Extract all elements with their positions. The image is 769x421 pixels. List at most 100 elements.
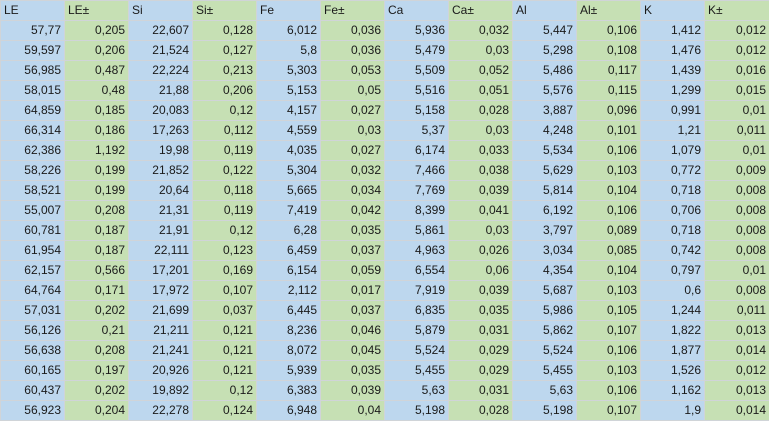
data-cell[interactable]: 1,439	[640, 60, 705, 81]
data-cell[interactable]: 8,072	[256, 340, 321, 361]
data-cell[interactable]: 21,31	[128, 200, 193, 221]
data-cell[interactable]: 0,008	[704, 220, 769, 241]
data-cell[interactable]: 5,986	[512, 300, 577, 321]
data-cell[interactable]: 56,985	[0, 60, 65, 81]
data-cell[interactable]: 0,107	[576, 320, 641, 341]
data-cell[interactable]: 17,201	[128, 260, 193, 281]
data-cell[interactable]: 5,665	[256, 180, 321, 201]
data-cell[interactable]: 17,972	[128, 280, 193, 301]
data-cell[interactable]: 0,036	[320, 20, 385, 41]
data-cell[interactable]: 6,174	[384, 140, 449, 161]
data-cell[interactable]: 0,032	[320, 160, 385, 181]
data-cell[interactable]: 0,045	[320, 340, 385, 361]
data-cell[interactable]: 0,029	[448, 340, 513, 361]
data-cell[interactable]: 0,718	[640, 220, 705, 241]
data-cell[interactable]: 21,91	[128, 220, 193, 241]
column-header-cell[interactable]: Al±	[576, 0, 641, 21]
data-cell[interactable]: 0,008	[704, 200, 769, 221]
data-cell[interactable]: 5,447	[512, 20, 577, 41]
data-cell[interactable]: 0,107	[192, 280, 257, 301]
data-cell[interactable]: 21,699	[128, 300, 193, 321]
data-cell[interactable]: 1,412	[640, 20, 705, 41]
data-cell[interactable]: 0,039	[448, 280, 513, 301]
data-cell[interactable]: 0,206	[64, 40, 129, 61]
data-cell[interactable]: 5,687	[512, 280, 577, 301]
data-cell[interactable]: 3,797	[512, 220, 577, 241]
data-cell[interactable]: 0,017	[320, 280, 385, 301]
data-cell[interactable]: 62,157	[0, 260, 65, 281]
data-cell[interactable]: 0,121	[192, 340, 257, 361]
data-cell[interactable]: 0,008	[704, 280, 769, 301]
data-cell[interactable]: 0,031	[448, 320, 513, 341]
column-header-cell[interactable]: Ca±	[448, 0, 513, 21]
data-cell[interactable]: 0,121	[192, 320, 257, 341]
data-cell[interactable]: 0,187	[64, 220, 129, 241]
data-cell[interactable]: 20,083	[128, 100, 193, 121]
column-header-cell[interactable]: K±	[704, 0, 769, 21]
data-cell[interactable]: 60,437	[0, 380, 65, 401]
data-cell[interactable]: 0,127	[192, 40, 257, 61]
data-cell[interactable]: 0,096	[576, 100, 641, 121]
data-cell[interactable]: 0,12	[192, 220, 257, 241]
data-cell[interactable]: 5,303	[256, 60, 321, 81]
data-cell[interactable]: 0,085	[576, 240, 641, 261]
data-cell[interactable]: 0,05	[320, 80, 385, 101]
data-cell[interactable]: 3,887	[512, 100, 577, 121]
data-cell[interactable]: 5,814	[512, 180, 577, 201]
data-cell[interactable]: 22,607	[128, 20, 193, 41]
data-cell[interactable]: 0,009	[704, 160, 769, 181]
data-cell[interactable]: 58,226	[0, 160, 65, 181]
data-cell[interactable]: 60,165	[0, 360, 65, 381]
data-cell[interactable]: 0,027	[320, 100, 385, 121]
data-cell[interactable]: 0,035	[448, 300, 513, 321]
data-cell[interactable]: 0,035	[320, 220, 385, 241]
data-cell[interactable]: 0,797	[640, 260, 705, 281]
data-cell[interactable]: 2,112	[256, 280, 321, 301]
data-cell[interactable]: 62,386	[0, 140, 65, 161]
data-cell[interactable]: 0,014	[704, 340, 769, 361]
data-cell[interactable]: 60,781	[0, 220, 65, 241]
data-cell[interactable]: 20,926	[128, 360, 193, 381]
data-cell[interactable]: 0,039	[448, 180, 513, 201]
data-cell[interactable]: 5,63	[384, 380, 449, 401]
data-cell[interactable]: 1,822	[640, 320, 705, 341]
data-cell[interactable]: 0,037	[192, 300, 257, 321]
data-cell[interactable]: 20,64	[128, 180, 193, 201]
data-cell[interactable]: 0,04	[320, 400, 385, 421]
data-cell[interactable]: 0,051	[448, 80, 513, 101]
data-cell[interactable]: 0,772	[640, 160, 705, 181]
data-cell[interactable]: 0,108	[576, 40, 641, 61]
data-cell[interactable]: 0,107	[576, 400, 641, 421]
data-cell[interactable]: 6,28	[256, 220, 321, 241]
data-cell[interactable]: 0,01	[704, 140, 769, 161]
data-cell[interactable]: 5,862	[512, 320, 577, 341]
data-cell[interactable]: 0,03	[320, 120, 385, 141]
data-cell[interactable]: 0,202	[64, 300, 129, 321]
data-cell[interactable]: 0,199	[64, 180, 129, 201]
data-cell[interactable]: 0,038	[448, 160, 513, 181]
data-cell[interactable]: 19,98	[128, 140, 193, 161]
data-cell[interactable]: 6,192	[512, 200, 577, 221]
data-cell[interactable]: 0,121	[192, 360, 257, 381]
data-cell[interactable]: 0,742	[640, 240, 705, 261]
data-cell[interactable]: 0,204	[64, 400, 129, 421]
data-cell[interactable]: 0,103	[576, 360, 641, 381]
data-cell[interactable]: 0,169	[192, 260, 257, 281]
data-cell[interactable]: 0,101	[576, 120, 641, 141]
data-cell[interactable]: 0,487	[64, 60, 129, 81]
data-cell[interactable]: 0,128	[192, 20, 257, 41]
data-cell[interactable]: 0,034	[320, 180, 385, 201]
data-cell[interactable]: 0,119	[192, 200, 257, 221]
data-cell[interactable]: 21,852	[128, 160, 193, 181]
column-header-cell[interactable]: Fe±	[320, 0, 385, 21]
data-cell[interactable]: 0,115	[576, 80, 641, 101]
data-cell[interactable]: 0,01	[704, 260, 769, 281]
data-cell[interactable]: 0,028	[448, 400, 513, 421]
data-cell[interactable]: 6,554	[384, 260, 449, 281]
data-cell[interactable]: 5,304	[256, 160, 321, 181]
data-cell[interactable]: 0,186	[64, 120, 129, 141]
data-cell[interactable]: 58,015	[0, 80, 65, 101]
data-cell[interactable]: 0,042	[320, 200, 385, 221]
data-cell[interactable]: 0,112	[192, 120, 257, 141]
data-cell[interactable]: 5,486	[512, 60, 577, 81]
